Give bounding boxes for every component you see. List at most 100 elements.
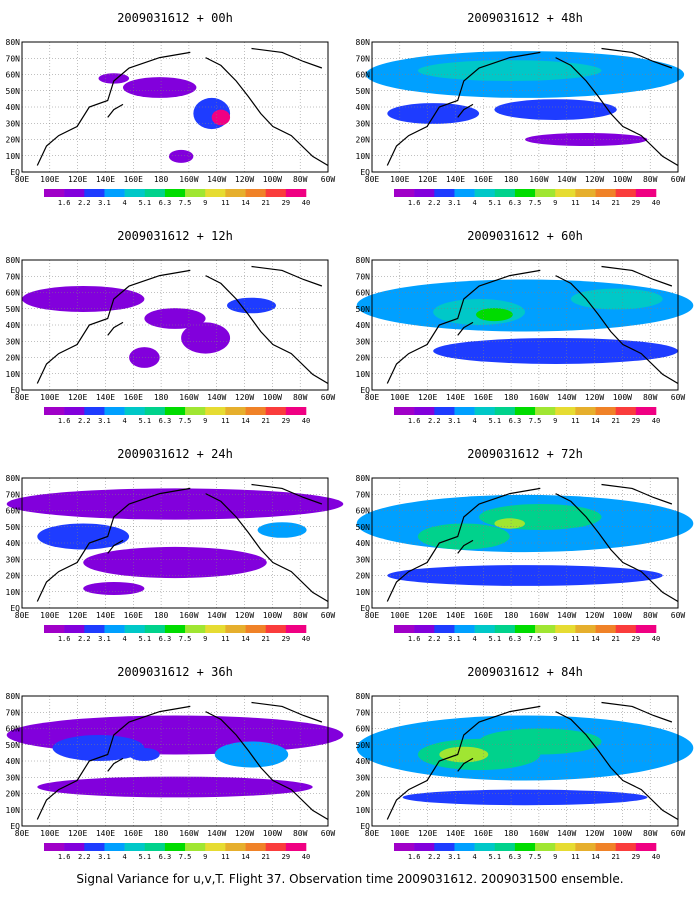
coastline <box>36 51 191 166</box>
colorbar-label: 4 <box>123 199 127 207</box>
colorbar-swatch <box>595 407 616 415</box>
coastline <box>107 103 124 118</box>
map-frame <box>371 41 679 173</box>
lon-tick-label: 160E <box>474 393 493 402</box>
lat-tick-label: 10N <box>356 806 371 815</box>
variance-contour <box>570 288 663 310</box>
lon-tick-label: 60W <box>321 393 336 402</box>
colorbar-label: 3.1 <box>448 417 461 425</box>
colorbar-swatch <box>164 625 186 633</box>
lon-tick-label: 120E <box>68 175 87 184</box>
lat-tick-label: 40N <box>356 539 371 548</box>
lat-tick-label: 50N <box>356 741 371 750</box>
colorbar-swatch <box>124 407 146 415</box>
panel-title: 2009031612 + 48h <box>467 11 583 25</box>
colorbar-label: 21 <box>261 417 269 425</box>
lat-tick-label: 30N <box>6 119 21 128</box>
colorbar-swatch <box>474 407 496 415</box>
lat-tick-label: 20N <box>356 572 371 581</box>
coastline <box>601 265 673 287</box>
lon-tick-label: 80E <box>365 175 380 184</box>
variance-contour <box>98 73 130 84</box>
colorbar-label: 4 <box>123 417 127 425</box>
lat-tick-label: 70N <box>6 490 21 499</box>
lat-tick-label: 70N <box>356 490 371 499</box>
lat-tick-label: EQ <box>10 386 20 395</box>
variance-contour <box>439 746 489 763</box>
panel-title: 2009031612 + 12h <box>117 229 233 243</box>
colorbar-swatch <box>474 843 496 851</box>
variance-contour <box>6 488 344 520</box>
lon-tick-label: 140E <box>446 175 465 184</box>
colorbar-label: 29 <box>632 635 640 643</box>
lat-tick-label: 30N <box>356 337 371 346</box>
lat-tick-label: 60N <box>356 507 371 516</box>
lat-tick-label: 70N <box>356 708 371 717</box>
colorbar-label: 2.2 <box>78 199 91 207</box>
lat-tick-label: 50N <box>6 87 21 96</box>
colorbar-swatch <box>225 843 246 851</box>
lon-tick-label: 140W <box>557 175 576 184</box>
lat-tick-label: 60N <box>356 725 371 734</box>
colorbar-label: 40 <box>302 199 310 207</box>
lon-tick-label: 180 <box>504 175 519 184</box>
colorbar-label: 6.3 <box>159 853 172 861</box>
map-panel: 2009031612 + 36h 80E 100E 120E 140E 160E 180 16… <box>6 665 344 861</box>
colorbar: 1.6 2.2 3.1 4 5.1 6.3 7.5 9 11 14 21 29 40 <box>394 407 660 425</box>
lon-tick-label: 60W <box>321 829 336 838</box>
colorbar-swatch <box>535 189 556 197</box>
colorbar-label: 21 <box>611 853 619 861</box>
colorbar-swatch <box>225 189 246 197</box>
colorbar: 1.6 2.2 3.1 4 5.1 6.3 7.5 9 11 14 21 29 40 <box>394 189 660 207</box>
lon-tick-label: 100W <box>263 393 282 402</box>
lon-tick-label: 80E <box>365 393 380 402</box>
lat-tick-label: EQ <box>360 386 370 395</box>
variance-contour <box>387 103 480 124</box>
colorbar-label: 21 <box>261 853 269 861</box>
lon-tick-label: 60W <box>671 175 686 184</box>
colorbar-label: 1.6 <box>408 199 421 207</box>
lat-tick-label: 40N <box>6 103 21 112</box>
lat-tick-label: 20N <box>6 790 21 799</box>
colorbar: 1.6 2.2 3.1 4 5.1 6.3 7.5 9 11 14 21 29 40 <box>44 407 310 425</box>
variance-contour <box>417 60 602 81</box>
lat-tick-label: 80N <box>6 38 21 47</box>
colorbar-swatch <box>535 843 556 851</box>
colorbar-swatch <box>474 189 496 197</box>
lon-tick-label: 120E <box>418 829 437 838</box>
colorbar-swatch <box>84 625 105 633</box>
lon-tick-label: 120W <box>585 175 604 184</box>
lon-tick-label: 120W <box>585 611 604 620</box>
colorbar-swatch <box>245 843 266 851</box>
colorbar-label: 7.5 <box>529 853 542 861</box>
colorbar-swatch <box>434 843 455 851</box>
colorbar-swatch <box>595 843 616 851</box>
coastline <box>107 539 124 554</box>
variance-contour <box>37 776 313 798</box>
colorbar-label: 11 <box>221 417 229 425</box>
lat-tick-label: 70N <box>6 54 21 63</box>
colorbar-swatch <box>285 189 307 197</box>
coastline <box>251 47 323 69</box>
colorbar-label: 40 <box>652 199 660 207</box>
colorbar-swatch <box>265 843 287 851</box>
lon-tick-label: 140E <box>446 393 465 402</box>
lon-tick-label: 80W <box>643 829 658 838</box>
lat-tick-label: 80N <box>356 474 371 483</box>
lon-tick-label: 60W <box>671 393 686 402</box>
colorbar-label: 7.5 <box>179 199 192 207</box>
lon-tick-label: 140E <box>96 611 115 620</box>
colorbar: 1.6 2.2 3.1 4 5.1 6.3 7.5 9 11 14 21 29 40 <box>44 189 310 207</box>
colorbar-swatch <box>44 625 65 633</box>
variance-contour <box>494 99 617 120</box>
coastline <box>205 57 329 167</box>
lon-tick-label: 160W <box>529 175 548 184</box>
colorbar-label: 29 <box>632 417 640 425</box>
lon-tick-label: 100E <box>40 175 59 184</box>
coastline <box>36 269 191 384</box>
colorbar-swatch <box>635 625 657 633</box>
lat-tick-label: 60N <box>356 289 371 298</box>
colorbar-label: 1.6 <box>58 635 71 643</box>
colorbar-label: 7.5 <box>179 417 192 425</box>
colorbar-label: 3.1 <box>448 199 461 207</box>
